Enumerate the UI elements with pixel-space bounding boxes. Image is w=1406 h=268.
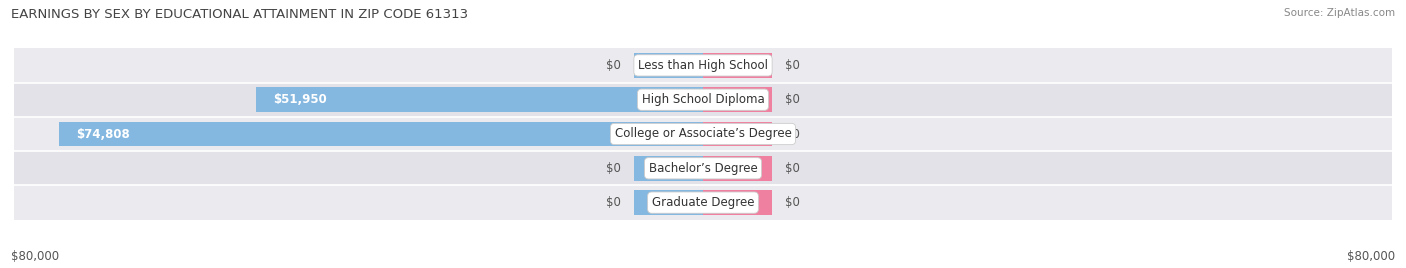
- Text: Source: ZipAtlas.com: Source: ZipAtlas.com: [1284, 8, 1395, 18]
- Text: $0: $0: [785, 59, 800, 72]
- Bar: [59, 122, 703, 146]
- Text: EARNINGS BY SEX BY EDUCATIONAL ATTAINMENT IN ZIP CODE 61313: EARNINGS BY SEX BY EDUCATIONAL ATTAINMEN…: [11, 8, 468, 21]
- Text: $0: $0: [606, 196, 621, 209]
- Bar: [14, 185, 1392, 220]
- Bar: [256, 87, 703, 112]
- Text: Graduate Degree: Graduate Degree: [652, 196, 754, 209]
- Text: High School Diploma: High School Diploma: [641, 93, 765, 106]
- Bar: [14, 117, 1392, 151]
- Text: $0: $0: [785, 196, 800, 209]
- Bar: [703, 122, 772, 146]
- Bar: [14, 151, 1392, 185]
- Bar: [14, 83, 1392, 117]
- Bar: [703, 87, 772, 112]
- Text: Bachelor’s Degree: Bachelor’s Degree: [648, 162, 758, 175]
- Text: $0: $0: [606, 59, 621, 72]
- Text: $74,808: $74,808: [76, 128, 129, 140]
- Bar: [703, 190, 772, 215]
- Bar: [634, 156, 703, 181]
- Text: $80,000: $80,000: [11, 250, 59, 263]
- Bar: [634, 53, 703, 78]
- Bar: [14, 48, 1392, 83]
- Text: $80,000: $80,000: [1347, 250, 1395, 263]
- Text: $0: $0: [785, 162, 800, 175]
- Text: College or Associate’s Degree: College or Associate’s Degree: [614, 128, 792, 140]
- Bar: [634, 190, 703, 215]
- Bar: [703, 156, 772, 181]
- Text: $0: $0: [606, 162, 621, 175]
- Text: Less than High School: Less than High School: [638, 59, 768, 72]
- Text: $0: $0: [785, 93, 800, 106]
- Text: $51,950: $51,950: [273, 93, 326, 106]
- Bar: [703, 53, 772, 78]
- Text: $0: $0: [785, 128, 800, 140]
